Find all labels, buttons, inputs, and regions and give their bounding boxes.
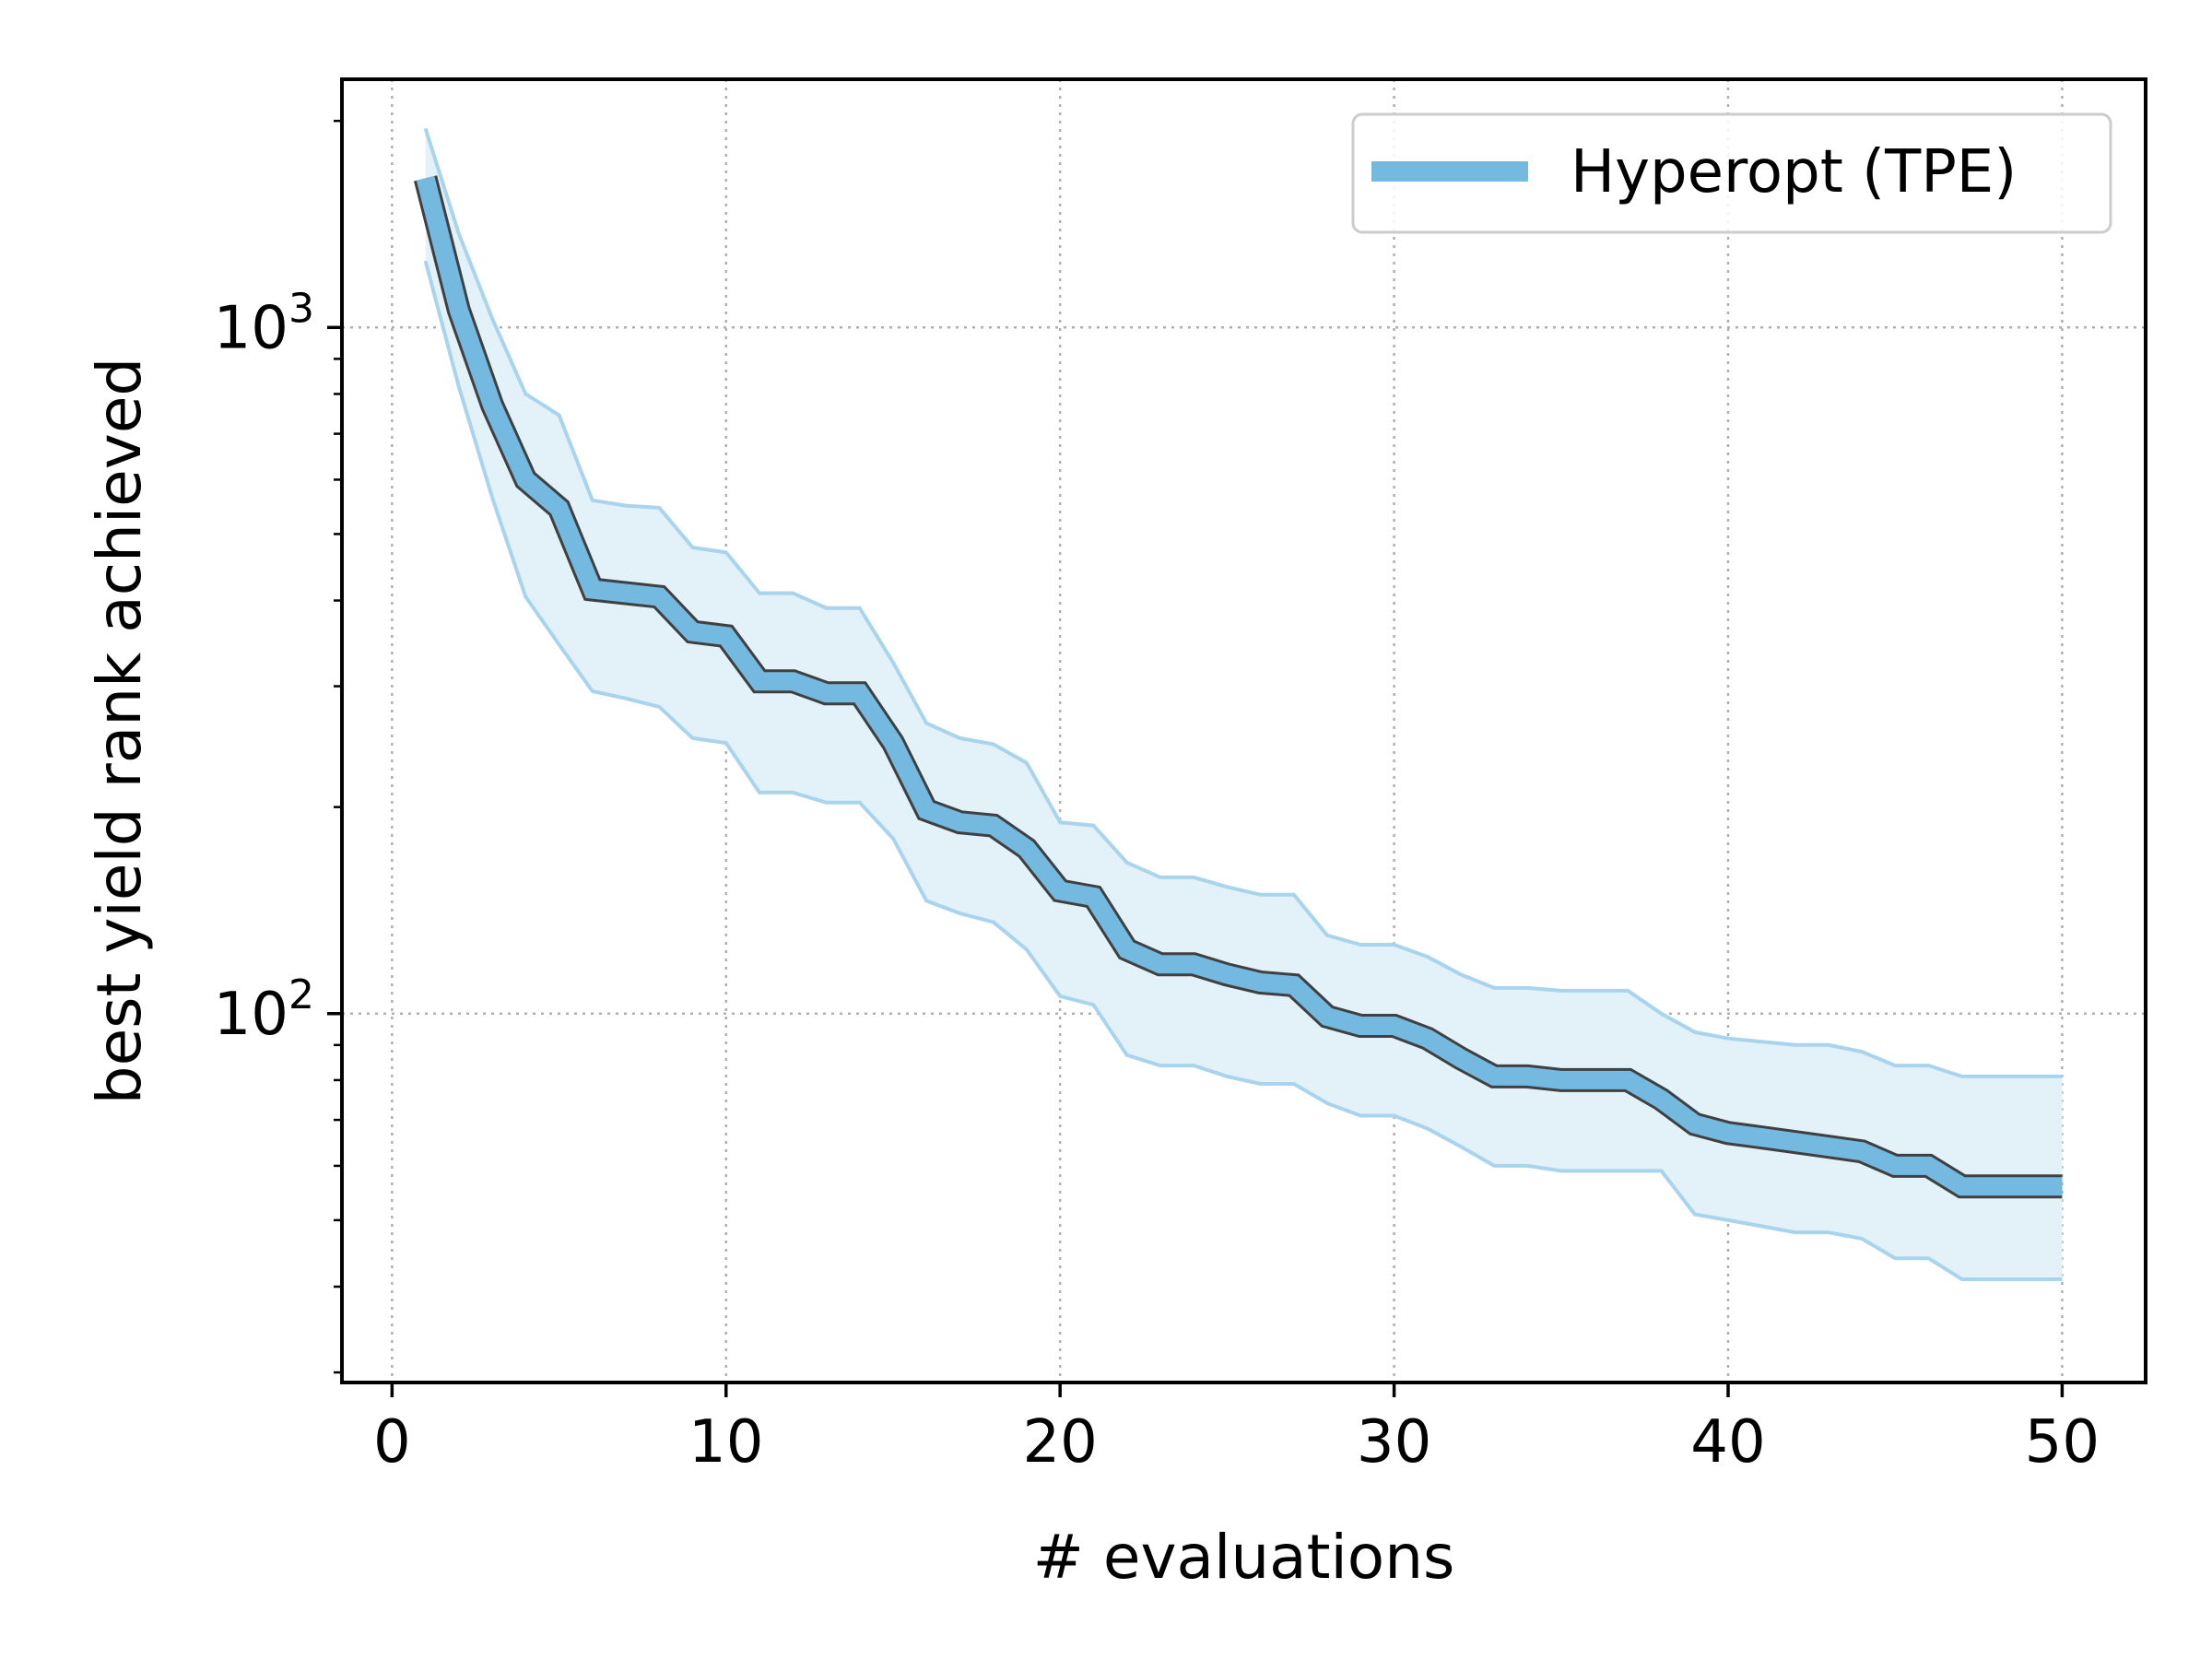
labels: # evaluations best yield rank achieved xyxy=(84,358,1454,1593)
y-tick-label-exponent: 3 xyxy=(288,285,314,332)
x-tick-label: 30 xyxy=(1357,1408,1431,1477)
x-tick-label: 10 xyxy=(688,1408,763,1477)
legend-entry-label: Hyperopt (TPE) xyxy=(1571,138,2017,206)
legend-frame xyxy=(1351,112,2112,234)
band-lower-edge xyxy=(423,260,2063,1281)
x-tick-label: 50 xyxy=(2025,1408,2100,1477)
plot-data xyxy=(413,127,2063,1281)
plot-frame xyxy=(340,77,2147,1384)
series-line xyxy=(416,175,2063,1196)
x-tick-label: 40 xyxy=(1690,1408,1765,1477)
x-axis-label: # evaluations xyxy=(1033,1522,1455,1593)
y-tick-label-exponent: 2 xyxy=(288,971,314,1018)
legend: Hyperopt (TPE) xyxy=(1351,112,2112,234)
grid xyxy=(342,79,2146,1382)
x-tick-label: 0 xyxy=(373,1408,411,1477)
x-tick-label: 20 xyxy=(1022,1408,1097,1477)
y-axis-label: best yield rank achieved xyxy=(84,358,155,1105)
band-upper-edge xyxy=(423,127,2063,1078)
